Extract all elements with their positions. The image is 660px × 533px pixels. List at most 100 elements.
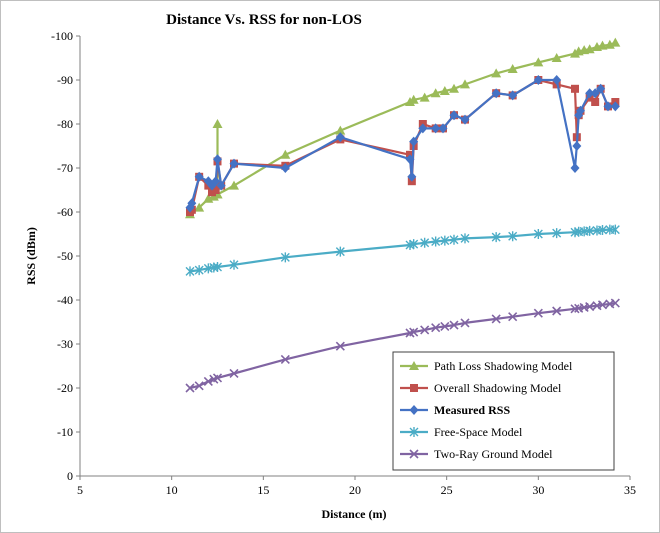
data-point-two-ray-ground-model — [460, 318, 470, 328]
data-point-two-ray-ground-model — [440, 321, 450, 331]
y-tick-label: -30 — [57, 337, 73, 351]
data-point-path-loss-shadowing-model — [280, 149, 291, 159]
y-tick-label: -100 — [51, 29, 73, 43]
data-point-two-ray-ground-model — [597, 300, 608, 310]
legend-entry-overall-shadowing-model: Overall Shadowing Model — [400, 381, 562, 395]
data-point-measured-rss — [407, 171, 417, 182]
data-point-path-loss-shadowing-model — [507, 64, 518, 73]
data-point-measured-rss — [418, 123, 428, 134]
data-point-measured-rss — [438, 123, 448, 134]
data-point-two-ray-ground-model — [570, 304, 580, 314]
data-point-measured-rss — [335, 132, 345, 143]
data-point-two-ray-ground-model — [431, 323, 441, 333]
legend-marker-measured-rss — [409, 405, 419, 415]
legend-label-two-ray-ground-model: Two-Ray Ground Model — [434, 447, 553, 461]
data-point-path-loss-shadowing-model — [460, 79, 470, 89]
data-point-free-space-model — [508, 231, 518, 242]
data-point-path-loss-shadowing-model — [419, 92, 430, 102]
legend: Path Loss Shadowing Model Overall Shadowi… — [392, 351, 615, 471]
data-point-measured-rss — [449, 110, 459, 121]
x-tick-label: 25 — [441, 483, 453, 497]
data-point-free-space-model — [460, 233, 470, 244]
series-overall-shadowing-model — [186, 76, 620, 216]
data-point-free-space-model — [229, 259, 239, 270]
data-point-path-loss-shadowing-model — [491, 68, 502, 78]
data-point-two-ray-ground-model — [280, 354, 290, 364]
data-point-measured-rss — [552, 75, 562, 85]
data-point-measured-rss — [491, 88, 501, 99]
data-point-path-loss-shadowing-model — [439, 86, 450, 95]
data-point-two-ray-ground-model — [185, 383, 195, 393]
y-ticks: 0 -10 -20 -30 -40 -50 -60 -70 -80 -90 -100 — [51, 29, 80, 483]
legend-marker-free-space-model — [409, 427, 419, 437]
data-point-path-loss-shadowing-model — [597, 40, 608, 50]
data-point-measured-rss — [596, 83, 606, 94]
y-axis-label: RSS (dBm) — [24, 227, 38, 285]
data-point-free-space-model — [449, 234, 459, 245]
data-point-free-space-model — [194, 265, 204, 276]
data-point-two-ray-ground-model — [533, 308, 543, 318]
legend-marker-overall-shadowing-model — [410, 384, 418, 392]
data-point-two-ray-ground-model — [203, 376, 213, 386]
data-point-measured-rss — [576, 105, 585, 116]
legend-entry-path-loss-shadowing-model: Path Loss Shadowing Model — [400, 359, 573, 373]
data-point-path-loss-shadowing-model — [335, 125, 346, 135]
data-point-path-loss-shadowing-model — [533, 57, 544, 67]
data-point-two-ray-ground-model — [508, 312, 518, 322]
data-point-measured-rss — [187, 198, 197, 209]
x-tick-label: 15 — [257, 483, 269, 497]
data-point-path-loss-shadowing-model — [551, 53, 562, 62]
data-point-path-loss-shadowing-model — [610, 37, 621, 47]
data-point-measured-rss — [229, 158, 239, 169]
legend-entry-two-ray-ground-model: Two-Ray Ground Model — [400, 447, 553, 461]
data-point-two-ray-ground-model — [194, 381, 204, 391]
legend-label-free-space-model: Free-Space Model — [434, 425, 523, 439]
y-tick-label: -40 — [57, 293, 73, 307]
series-line-free-space-model — [189, 228, 616, 273]
y-tick-label: -90 — [57, 73, 73, 87]
data-point-free-space-model — [552, 228, 562, 239]
data-point-two-ray-ground-model — [409, 327, 419, 337]
data-point-free-space-model — [213, 262, 222, 272]
data-point-measured-rss — [405, 154, 415, 165]
legend-label-path-loss-shadowing-model: Path Loss Shadowing Model — [434, 359, 573, 373]
legend-entry-free-space-model: Free-Space Model — [400, 425, 523, 439]
chart-title: Distance Vs. RSS for non-LOS — [166, 12, 362, 28]
data-point-path-loss-shadowing-model — [430, 88, 441, 98]
y-tick-label: -80 — [57, 117, 73, 131]
x-axis-label: Distance (m) — [322, 507, 387, 521]
data-point-measured-rss — [603, 101, 613, 112]
y-tick-label: -60 — [57, 205, 73, 219]
series-line-path-loss-shadowing-model — [189, 41, 616, 216]
data-point-path-loss-shadowing-model — [212, 119, 223, 128]
data-point-free-space-model — [440, 235, 450, 246]
data-point-measured-rss — [211, 176, 221, 187]
data-point-free-space-model — [185, 266, 195, 277]
data-point-two-ray-ground-model — [229, 368, 239, 379]
data-point-free-space-model — [431, 236, 441, 247]
y-tick-label: -70 — [57, 161, 73, 175]
data-point-two-ray-ground-model — [212, 373, 223, 383]
x-tick-label: 5 — [77, 483, 83, 497]
data-point-measured-rss — [194, 171, 204, 182]
data-point-two-ray-ground-model — [585, 302, 595, 312]
series-measured-rss — [185, 75, 620, 213]
data-point-two-ray-ground-model — [335, 341, 345, 351]
data-point-free-space-model — [409, 239, 419, 250]
data-point-path-loss-shadowing-model — [408, 94, 419, 104]
series-layer — [185, 37, 621, 393]
data-point-free-space-model — [335, 246, 345, 257]
legend-marker-two-ray-ground-model — [409, 449, 419, 459]
data-point-two-ray-ground-model — [491, 314, 501, 324]
data-point-free-space-model — [598, 225, 607, 236]
data-point-measured-rss — [585, 88, 595, 99]
data-point-measured-rss — [590, 88, 600, 99]
x-tick-label: 20 — [349, 483, 361, 497]
x-ticks: 5 10 15 20 25 30 35 — [77, 476, 636, 497]
y-tick-label: 0 — [67, 469, 73, 483]
data-point-overall-shadowing-model — [571, 84, 579, 93]
data-point-free-space-model — [533, 229, 543, 239]
data-point-two-ray-ground-model — [610, 298, 620, 308]
data-point-measured-rss — [572, 141, 582, 151]
data-point-free-space-model — [491, 232, 501, 243]
